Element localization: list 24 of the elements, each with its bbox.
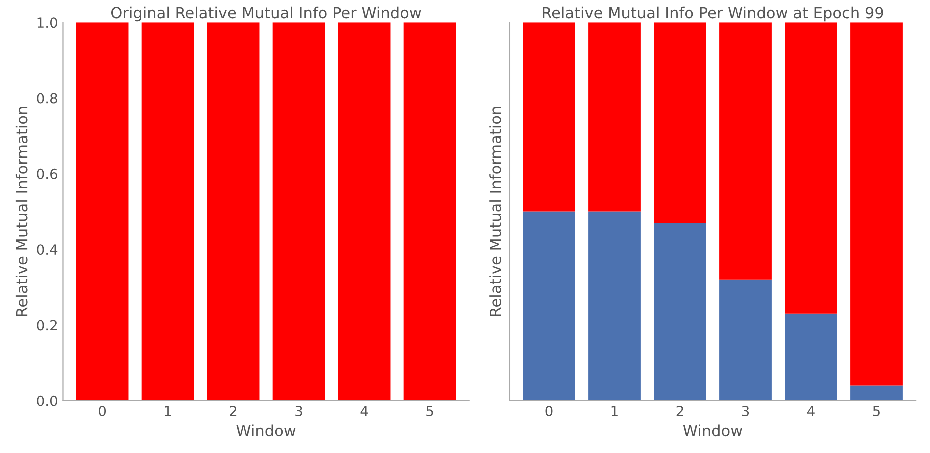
x-tick-label: 5 bbox=[873, 406, 880, 417]
y-axis-title: Relative Mutual Information bbox=[490, 107, 502, 316]
x-tick-label: 0 bbox=[546, 406, 553, 417]
x-tick-label: 4 bbox=[360, 406, 368, 416]
x-axis-title: Window bbox=[683, 424, 742, 437]
x-tick-label: 5 bbox=[426, 406, 434, 417]
y-tick-label: 0.4 bbox=[37, 244, 58, 256]
x-tick-label: 0 bbox=[99, 406, 106, 417]
y-tick-label: 0.2 bbox=[37, 320, 57, 331]
chart-title: Original Relative Mutual Info Per Window bbox=[111, 6, 422, 22]
x-tick-label: 2 bbox=[676, 406, 684, 416]
x-tick-label: 1 bbox=[165, 406, 172, 416]
x-tick-label: 1 bbox=[612, 406, 618, 416]
y-tick-label: 0.6 bbox=[37, 168, 58, 180]
x-axis-title: Window bbox=[236, 424, 296, 437]
y-tick-label: 0.8 bbox=[37, 93, 58, 104]
x-tick-label: 3 bbox=[742, 406, 750, 417]
x-tick-label: 3 bbox=[296, 406, 302, 417]
chart-title: Relative Mutual Info Per Window at Epoch 99 bbox=[543, 6, 884, 22]
x-tick-label: 4 bbox=[808, 406, 815, 416]
x-tick-label: 2 bbox=[230, 406, 237, 416]
y-axis-title: Relative Mutual Information bbox=[16, 107, 28, 316]
y-tick-label: 0.0 bbox=[37, 396, 58, 406]
y-tick-label: 1.0 bbox=[38, 18, 58, 28]
